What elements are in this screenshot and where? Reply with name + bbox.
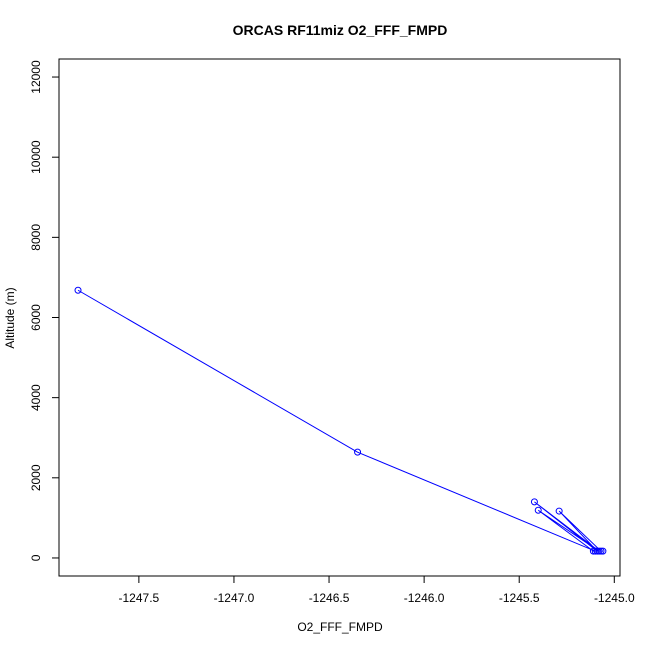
x-axis: -1247.5 -1247.0 -1246.5 -1246.0 -1245.5 -1245…: [119, 575, 635, 605]
data-point-marker: [555, 507, 563, 515]
y-tick-label: 8000: [29, 224, 43, 251]
x-tick-label: -1245.5: [499, 591, 540, 605]
x-tick-label: -1247.0: [214, 591, 255, 605]
x-axis-label: O2_FFF_FMPD: [297, 620, 383, 634]
x-tick-label: -1246.0: [404, 591, 445, 605]
series-line: [77, 289, 603, 552]
chart-title: ORCAS RF11miz O2_FFF_FMPD: [233, 22, 448, 38]
data-point-marker: [354, 448, 362, 456]
y-tick-label: 4000: [29, 384, 43, 411]
y-tick-label: 10000: [29, 140, 43, 174]
y-tick-label: 0: [29, 554, 43, 561]
y-tick-label: 2000: [29, 464, 43, 491]
y-axis-label: Altitude (m): [3, 287, 17, 348]
data-point-marker: [589, 547, 597, 555]
y-tick-label: 6000: [29, 304, 43, 331]
data-point-marker: [534, 506, 542, 514]
x-tick-label: -1247.5: [119, 591, 160, 605]
series-layer: [74, 286, 607, 555]
y-axis: 0 2000 4000 6000 8000 10000 12000: [29, 60, 60, 561]
x-tick-label: -1246.5: [309, 591, 350, 605]
data-point-marker: [597, 547, 605, 555]
x-tick-label: -1245.0: [594, 591, 635, 605]
y-tick-label: 12000: [29, 60, 43, 94]
data-point-marker: [74, 286, 82, 294]
data-point-marker: [599, 547, 607, 555]
data-point-marker: [530, 498, 538, 506]
